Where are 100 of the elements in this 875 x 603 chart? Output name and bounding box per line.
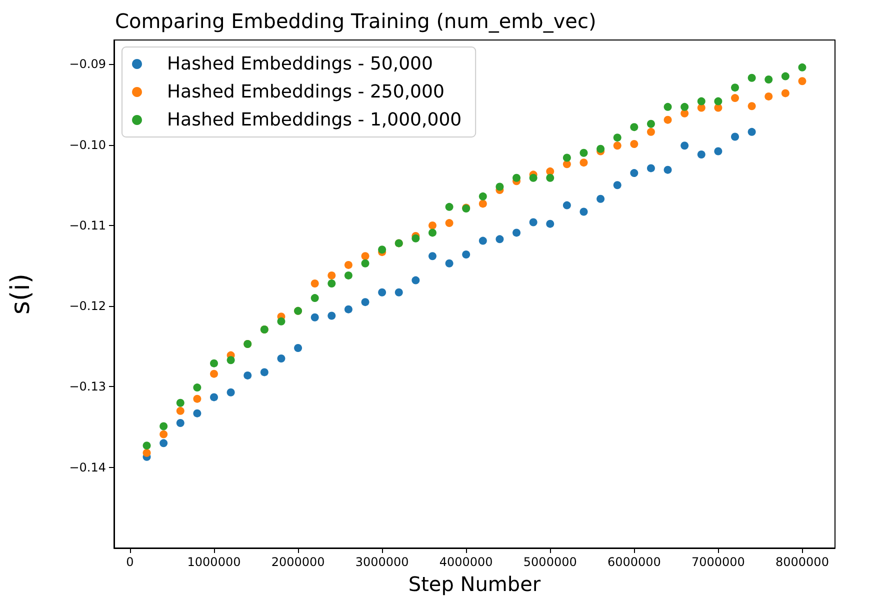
point: [244, 371, 252, 380]
point: [731, 94, 739, 102]
point: [613, 142, 622, 150]
point: [781, 72, 790, 80]
point: [529, 218, 538, 226]
point: [210, 393, 218, 402]
x-axis-title: Step Number: [408, 572, 542, 596]
point: [445, 259, 454, 268]
point: [260, 368, 268, 376]
point: [748, 128, 756, 136]
x-tick-label: 1000000: [187, 555, 241, 569]
x-tick-label: 4000000: [439, 555, 493, 569]
point: [412, 276, 420, 284]
point: [562, 201, 571, 210]
point: [596, 144, 605, 153]
point: [478, 236, 487, 245]
point: [748, 102, 756, 110]
point: [378, 246, 386, 254]
point: [580, 208, 588, 216]
legend-label: Hashed Embeddings - 1,000,000: [167, 110, 462, 130]
point: [445, 202, 454, 211]
point: [344, 260, 352, 269]
x-tick-label: 3000000: [355, 555, 409, 569]
point: [176, 406, 184, 415]
point: [714, 97, 722, 106]
x-tick-label: 0: [126, 555, 134, 569]
point: [210, 359, 218, 368]
point: [714, 147, 722, 156]
point: [328, 280, 336, 288]
point: [344, 271, 352, 280]
point: [160, 422, 168, 430]
y-tick-label: −0.10: [69, 138, 106, 152]
point: [361, 259, 370, 268]
x-tick-label: 8000000: [776, 555, 829, 569]
point: [142, 442, 151, 450]
y-tick-label: −0.11: [69, 218, 106, 232]
point: [445, 219, 454, 228]
point: [193, 394, 202, 403]
point: [328, 312, 336, 320]
point: [210, 370, 218, 378]
point: [328, 271, 336, 280]
x-tick-label: 5000000: [523, 555, 577, 569]
point: [310, 294, 319, 302]
point: [630, 140, 638, 148]
point: [613, 134, 622, 142]
point: [580, 148, 588, 157]
point: [680, 109, 689, 118]
x-tick-label: 2000000: [271, 555, 325, 569]
point: [344, 305, 352, 314]
point: [277, 317, 286, 326]
point: [613, 181, 622, 190]
point: [664, 116, 672, 124]
y-tick-label: −0.09: [69, 57, 106, 72]
point: [664, 166, 672, 174]
y-tick-label: −0.13: [69, 380, 106, 394]
point: [562, 154, 571, 162]
point: [361, 252, 370, 260]
point: [798, 77, 806, 86]
point: [428, 221, 436, 230]
point: [512, 174, 521, 182]
point: [646, 120, 655, 128]
point: [580, 158, 588, 167]
point: [277, 354, 286, 363]
point: [646, 128, 655, 136]
point: [496, 182, 504, 191]
x-tick-label: 6000000: [607, 555, 661, 569]
point: [193, 384, 202, 392]
point: [193, 409, 202, 418]
point: [226, 356, 235, 364]
point: [731, 132, 739, 141]
point: [664, 102, 672, 111]
point: [176, 419, 184, 428]
point: [478, 200, 487, 208]
point: [697, 150, 706, 158]
chart-title: Comparing Embedding Training (num_emb_vec): [115, 9, 596, 33]
point: [478, 192, 487, 200]
point: [142, 448, 151, 457]
point: [748, 74, 756, 82]
point: [512, 228, 521, 237]
point: [378, 288, 386, 296]
point: [160, 439, 168, 448]
point: [496, 235, 504, 244]
point: [462, 250, 470, 258]
point: [630, 169, 638, 178]
x-tick-label: 7000000: [691, 555, 745, 569]
point: [697, 97, 706, 106]
point: [294, 344, 302, 352]
point: [160, 430, 168, 438]
point: [646, 164, 655, 172]
y-axis-title: s(i): [6, 273, 36, 315]
point: [361, 298, 370, 306]
point: [764, 92, 773, 100]
point: [412, 234, 420, 242]
point: [630, 123, 638, 132]
point: [394, 288, 403, 296]
point: [310, 280, 319, 288]
legend-label: Hashed Embeddings - 250,000: [167, 82, 444, 102]
point: [428, 252, 436, 260]
point: [546, 220, 554, 228]
point: [428, 228, 436, 237]
